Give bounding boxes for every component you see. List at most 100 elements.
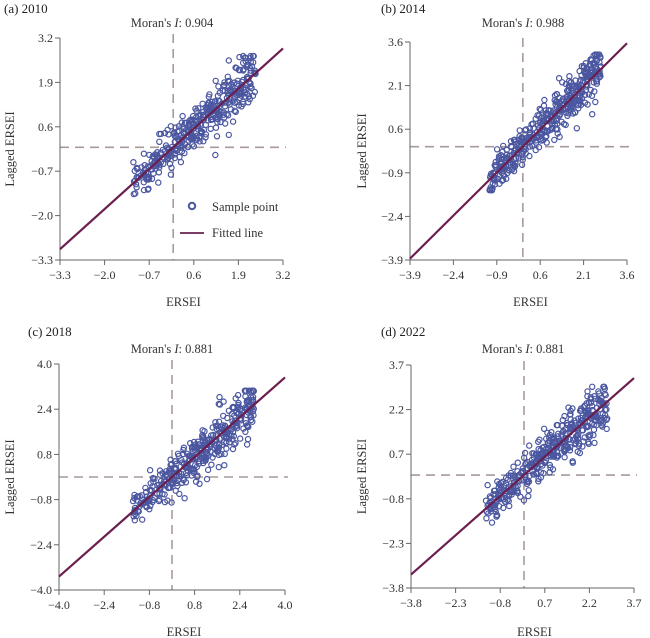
sample-point <box>572 440 580 447</box>
sample-point <box>540 102 548 109</box>
sample-point <box>153 151 160 158</box>
sample-point <box>592 51 599 58</box>
sample-point <box>554 126 561 133</box>
sample-point <box>157 130 165 138</box>
sample-point <box>573 125 581 132</box>
sample-point <box>224 73 231 81</box>
sample-point <box>534 454 542 461</box>
sample-point <box>140 499 147 506</box>
sample-point <box>550 451 558 459</box>
sample-point <box>517 146 524 153</box>
sample-point <box>146 467 154 474</box>
sample-point <box>244 61 251 69</box>
sample-point <box>518 161 526 168</box>
sample-point <box>130 158 137 166</box>
x-tick-label: −3.8 <box>400 596 422 610</box>
sample-point <box>495 484 502 491</box>
sample-point <box>530 471 537 478</box>
sample-point <box>189 112 197 120</box>
sample-point <box>589 68 596 76</box>
sample-point <box>163 473 171 481</box>
sample-point <box>584 393 591 400</box>
sample-point <box>592 417 600 425</box>
sample-point <box>589 110 596 118</box>
sample-point <box>244 397 251 404</box>
x-tick-label: −2.4 <box>443 268 465 282</box>
sample-point <box>560 427 567 435</box>
x-tick-label: 2.4 <box>232 598 247 612</box>
sample-point <box>235 399 242 407</box>
sample-point <box>180 129 188 136</box>
y-axis-title: Lagged ERSEI <box>3 439 17 514</box>
sample-point <box>569 458 576 465</box>
sample-point <box>231 93 239 101</box>
sample-point <box>202 457 209 464</box>
sample-point <box>589 383 596 390</box>
sample-point <box>567 79 574 86</box>
x-axis-title: ERSEI <box>166 295 201 309</box>
sample-point <box>159 490 166 498</box>
sample-point <box>593 78 600 85</box>
x-tick-label: −0.9 <box>486 268 508 282</box>
sample-point <box>207 105 215 113</box>
sample-point <box>554 130 561 137</box>
sample-point <box>241 54 249 61</box>
sample-point <box>503 146 510 154</box>
sample-point <box>233 425 241 432</box>
sample-point <box>166 160 174 168</box>
sample-point <box>245 423 252 431</box>
sample-point <box>214 447 221 454</box>
sample-point <box>566 411 574 418</box>
sample-point <box>155 497 163 505</box>
sample-point <box>543 139 550 146</box>
sample-point <box>229 404 236 411</box>
sample-point <box>587 394 595 401</box>
x-tick-label: 2.2 <box>582 596 597 610</box>
legend: Sample point Fitted line <box>180 200 279 240</box>
sample-point <box>221 450 228 458</box>
sample-point <box>534 112 541 119</box>
x-axis-title: ERSEI <box>517 625 552 638</box>
sample-point <box>203 475 211 483</box>
sample-point <box>483 515 490 522</box>
sample-point <box>180 125 187 133</box>
sample-point <box>576 407 584 414</box>
x-tick-label: −4.0 <box>48 598 70 612</box>
y-tick-label: 4.0 <box>37 357 52 371</box>
sample-point <box>510 463 517 470</box>
sample-point <box>174 146 181 153</box>
sample-point <box>149 498 156 506</box>
sample-point <box>581 91 589 99</box>
sample-point <box>216 401 224 408</box>
x-tick-label: 0.6 <box>533 268 548 282</box>
sample-point <box>140 150 148 157</box>
sample-point <box>147 480 154 487</box>
panel-title: (b) 2014 <box>381 1 426 16</box>
sample-point <box>145 175 153 182</box>
sample-point <box>566 423 574 431</box>
scatter-panel-3: (c) 2018 Moran's I: 0.881 −4.0 −2.4 −0.8 0.8 2… <box>3 324 293 638</box>
sample-point <box>591 88 598 95</box>
sample-point <box>537 106 545 114</box>
sample-point <box>548 124 556 132</box>
sample-point <box>598 422 605 429</box>
sample-point <box>580 438 587 445</box>
sample-point <box>555 452 562 459</box>
sample-point <box>171 458 179 465</box>
sample-point <box>541 127 549 135</box>
sample-point <box>534 134 541 141</box>
sample-point <box>569 405 576 412</box>
sample-point <box>159 470 166 477</box>
sample-point <box>176 490 183 498</box>
y-tick-label: 1.9 <box>38 75 53 89</box>
x-axis-title: ERSEI <box>513 295 548 309</box>
sample-point <box>202 131 210 138</box>
sample-point <box>234 422 241 429</box>
sample-point <box>183 472 191 479</box>
sample-point <box>189 455 197 463</box>
sample-point <box>568 103 576 111</box>
sample-point <box>134 493 142 500</box>
sample-point <box>535 143 543 151</box>
sample-point <box>197 127 204 135</box>
sample-point <box>587 86 594 94</box>
